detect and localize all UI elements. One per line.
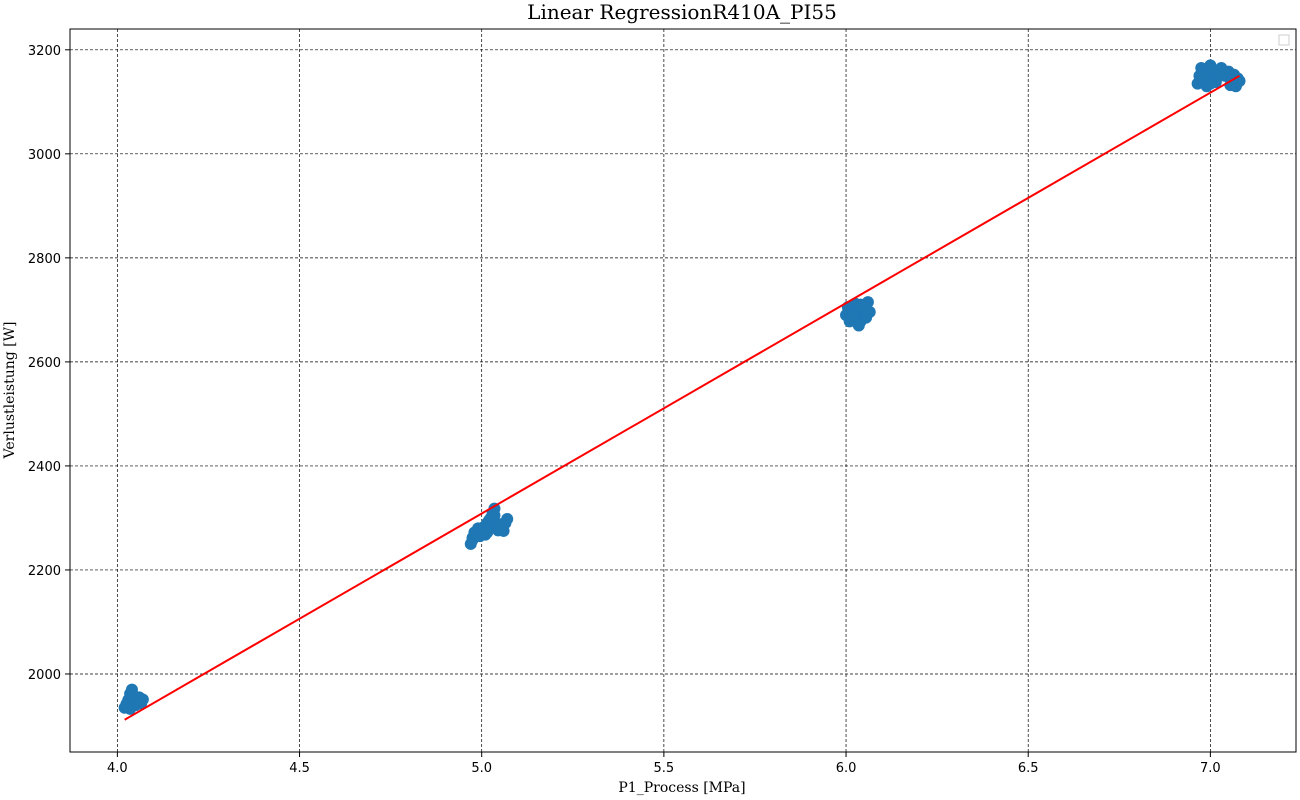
y-axis-ticks: 2000 2200 2400 2600 2800 3000 3200: [28, 44, 70, 683]
x-axis-label: P1_Process [MPa]: [618, 780, 745, 796]
plot-area: [69, 28, 1297, 753]
scatter-point: [481, 526, 494, 539]
x-tick-label: 5.0: [471, 761, 492, 776]
scatter-point: [847, 310, 860, 323]
scatter-point: [488, 509, 501, 522]
x-tick-label: 5.5: [654, 761, 675, 776]
scatter-point: [1204, 77, 1217, 90]
scatter-point: [124, 702, 137, 715]
x-tick-label: 7.0: [1200, 761, 1221, 776]
grid-lines: [70, 29, 1296, 752]
x-tick-label: 4.5: [289, 761, 310, 776]
regression-line: [124, 74, 1241, 721]
scatter-point: [127, 689, 140, 702]
scatter-series: [118, 59, 1246, 715]
y-tick-label: 3000: [28, 148, 61, 163]
y-tick-label: 2000: [28, 668, 61, 683]
legend-box: [1278, 34, 1290, 46]
scatter-point: [863, 305, 876, 318]
y-tick-label: 3200: [28, 44, 61, 59]
plot-frame: [69, 28, 1297, 753]
y-tick-label: 2800: [28, 252, 61, 267]
scatter-point: [501, 512, 514, 525]
x-tick-label: 6.5: [1018, 761, 1039, 776]
x-axis-ticks: 4.0 4.5 5.0 5.5 6.0 6.5 7.0: [107, 752, 1221, 776]
y-axis-label: Verlustleistung [W]: [2, 322, 18, 460]
scatter-point: [854, 298, 867, 311]
plot-background: [70, 29, 1296, 752]
chart-title: Linear RegressionR410A_PI55: [527, 0, 837, 24]
legend: [1278, 34, 1290, 46]
regression-line-group: [124, 74, 1241, 721]
y-tick-label: 2400: [28, 460, 61, 475]
y-tick-label: 2200: [28, 564, 61, 579]
scatter-point: [136, 693, 149, 706]
y-tick-label: 2600: [28, 356, 61, 371]
x-tick-label: 4.0: [107, 761, 128, 776]
x-tick-label: 6.0: [836, 761, 857, 776]
